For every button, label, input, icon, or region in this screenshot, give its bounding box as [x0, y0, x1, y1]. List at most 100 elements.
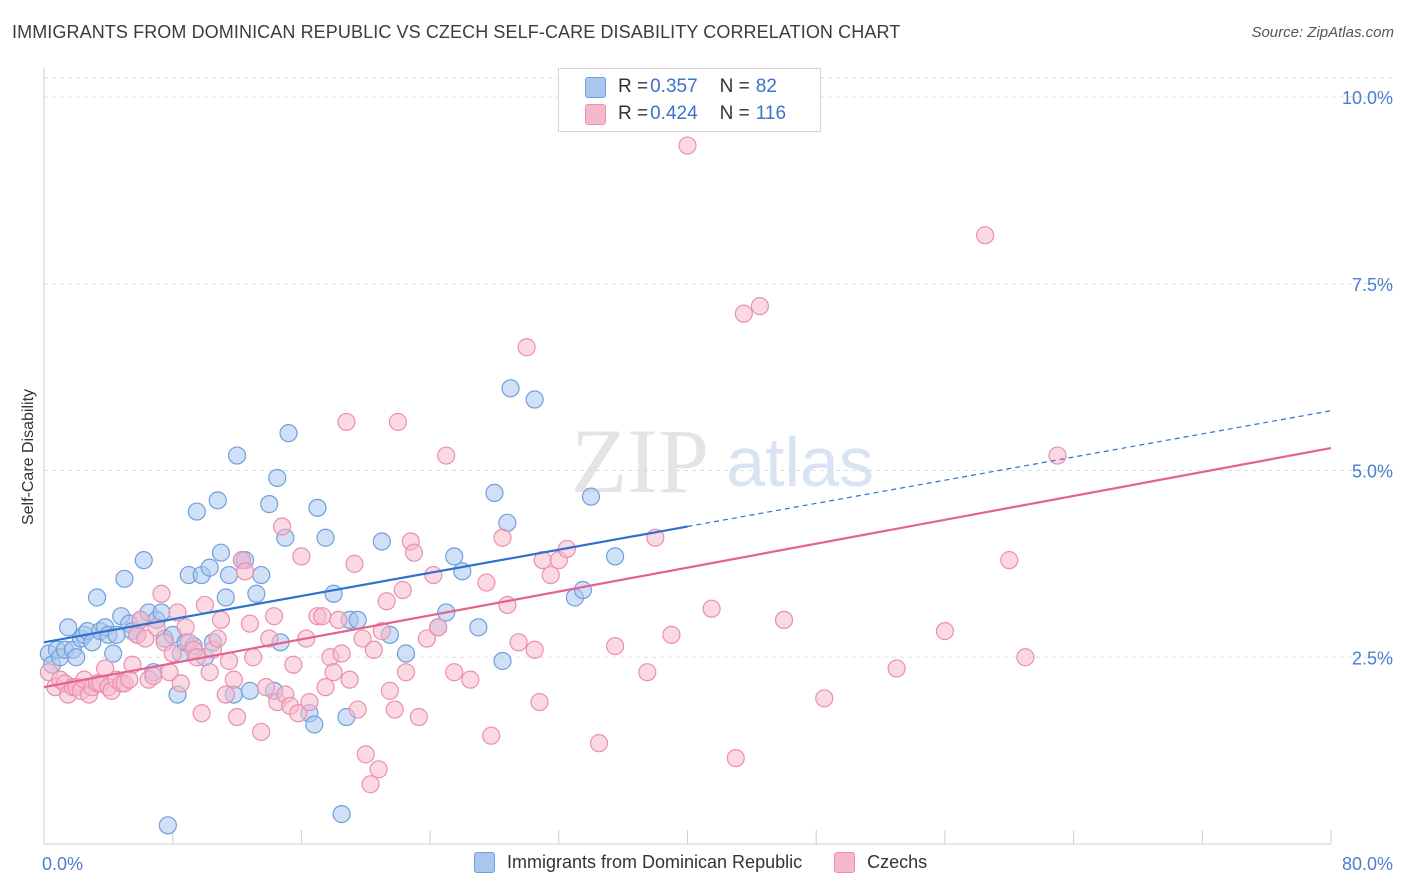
series-blue: [39, 379, 625, 835]
pink-point: [530, 692, 549, 712]
pink-point: [256, 678, 276, 697]
pink-point: [404, 543, 424, 562]
pink-point: [219, 651, 239, 671]
watermark: ZIP atlas: [571, 410, 874, 512]
pink-point: [385, 700, 404, 719]
pink-point: [252, 722, 271, 742]
pink-point: [726, 748, 745, 768]
pink-point: [284, 655, 303, 674]
pink-point: [144, 666, 163, 686]
blue-point: [268, 468, 287, 488]
legend-r-label: R =: [618, 76, 649, 97]
pink-point: [445, 663, 464, 682]
blue-point: [104, 644, 123, 663]
pink-point: [348, 700, 367, 719]
pink-point: [1016, 648, 1035, 667]
pink-point: [195, 595, 214, 615]
blue-point: [211, 543, 231, 562]
pink-point: [638, 663, 657, 682]
pink-point: [461, 670, 480, 689]
blue-point: [260, 495, 279, 514]
pink-point: [353, 629, 372, 648]
pink-point: [192, 704, 211, 723]
pink-point: [332, 644, 351, 663]
legend-r-label: R =: [618, 103, 649, 124]
y-tick-label: 7.5%: [1352, 275, 1393, 295]
trend-line-pink: [43, 447, 1332, 689]
legend-row-blue: R = 0.357 N = 82: [585, 75, 777, 99]
pink-point: [734, 304, 753, 323]
pink-point: [361, 775, 380, 794]
blue-point: [316, 528, 335, 547]
stats-legend: R = 0.357 N = 82 R = 0.424 N = 116: [558, 68, 821, 132]
pink-point: [417, 629, 436, 648]
pink-point: [224, 670, 243, 689]
trend-layer: [43, 410, 1332, 689]
legend-n-label: N =: [719, 76, 750, 97]
pink-point: [260, 629, 279, 648]
blue-point: [372, 532, 391, 551]
pink-point: [388, 412, 408, 432]
pink-point: [409, 707, 428, 727]
pink-point: [396, 663, 416, 682]
pink-point: [235, 562, 255, 581]
blue-point: [158, 816, 177, 835]
pink-point: [750, 297, 769, 316]
watermark-atlas: atlas: [726, 423, 874, 501]
legend-item-czechs[interactable]: Czechs: [834, 852, 927, 873]
pink-point: [606, 636, 625, 656]
pink-point: [1048, 446, 1067, 465]
y-tick-label: 10.0%: [1342, 88, 1393, 108]
pink-point: [424, 565, 443, 585]
pink-point: [208, 629, 227, 648]
pink-point: [437, 446, 456, 465]
pink-point: [369, 760, 388, 779]
pink-point: [678, 136, 697, 155]
pink-point: [477, 573, 496, 592]
legend-n-value: 116: [755, 103, 787, 124]
blue-point: [525, 390, 544, 409]
pink-point: [589, 734, 609, 753]
blue-point: [305, 715, 324, 734]
pink-point: [324, 663, 343, 682]
tick-labels: 2.5% 5.0% 7.5% 10.0% 0.0% 80.0%: [42, 88, 1393, 874]
x-tick-label: 80.0%: [1342, 854, 1393, 874]
legend-r-value: 0.424: [650, 103, 698, 124]
pink-point: [541, 565, 560, 585]
pink-point: [517, 338, 536, 357]
blue-point: [493, 651, 512, 671]
blue-point: [445, 547, 464, 566]
pink-point: [244, 648, 263, 667]
blue-point: [606, 547, 625, 566]
blue-point: [469, 618, 488, 637]
pink-point: [525, 640, 544, 659]
pink-point: [120, 670, 139, 689]
pink-point: [935, 622, 955, 641]
chart-title: IMMIGRANTS FROM DOMINICAN REPUBLIC VS CZ…: [12, 22, 901, 42]
blue-point: [115, 569, 134, 588]
pink-point: [372, 622, 391, 641]
y-tick-label: 5.0%: [1352, 462, 1393, 482]
legend-item-dominican[interactable]: Immigrants from Dominican Republic: [474, 852, 802, 873]
pink-point: [976, 226, 995, 245]
blue-point: [581, 487, 601, 506]
pink-point: [264, 607, 284, 626]
legend-row-pink: R = 0.424 N = 116: [585, 102, 786, 126]
pink-point: [887, 659, 906, 678]
pink-point: [136, 629, 155, 648]
pink-point: [702, 599, 721, 618]
pink-point: [292, 547, 311, 566]
blue-point: [247, 584, 266, 603]
pink-point: [313, 607, 332, 626]
blue-point: [67, 648, 86, 667]
blue-point: [396, 644, 416, 663]
blue-point: [134, 551, 153, 570]
axes: [43, 68, 1332, 845]
pink-point: [163, 644, 182, 663]
pink-point: [815, 689, 834, 708]
pink-point: [1000, 551, 1019, 570]
legend-n-value: 82: [755, 76, 777, 97]
blue-point: [227, 446, 247, 465]
pink-point: [337, 412, 356, 432]
